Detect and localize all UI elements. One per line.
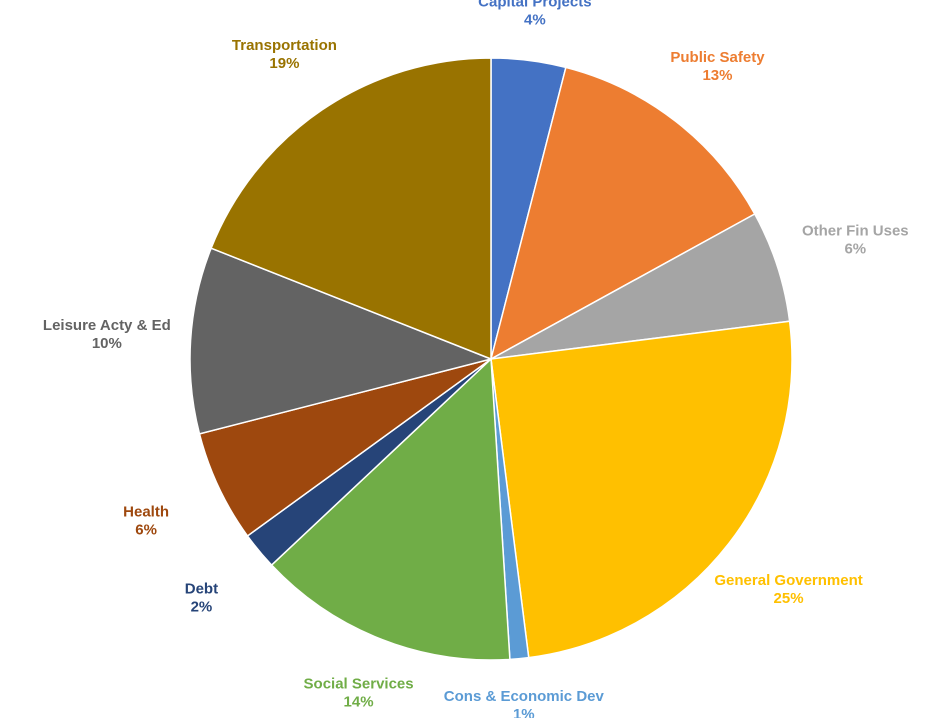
pie-slice	[490, 320, 793, 659]
slice-value-label: 4%	[524, 12, 546, 29]
slice-value-label: 6%	[135, 521, 157, 538]
slice-label: General Government	[714, 572, 862, 589]
pie-slice	[489, 66, 756, 361]
slice-value-label: 25%	[774, 590, 804, 607]
slice-label: Health	[123, 503, 169, 520]
slice-value-label: 14%	[344, 693, 374, 710]
pie-slice	[189, 247, 494, 435]
slice-label: Transportation	[232, 37, 337, 54]
slice-label: Other Fin Uses	[802, 223, 909, 240]
slice-value-label: 10%	[92, 335, 122, 352]
pie-slice	[210, 57, 492, 361]
slice-label: Capital Projects	[478, 0, 591, 11]
slice-label: Cons & Economic Dev	[444, 688, 605, 705]
slice-label: Debt	[185, 581, 218, 598]
slice-label: Leisure Acty & Ed	[43, 317, 171, 334]
slice-value-label: 19%	[269, 55, 299, 72]
slice-label: Social Services	[304, 675, 414, 692]
slice-value-label: 2%	[191, 599, 213, 616]
slice-label: Public Safety	[670, 49, 765, 66]
slice-value-label: 13%	[702, 67, 732, 84]
pie-slice	[270, 357, 511, 661]
slice-value-label: 1%	[513, 706, 535, 718]
slice-value-label: 6%	[844, 241, 866, 258]
